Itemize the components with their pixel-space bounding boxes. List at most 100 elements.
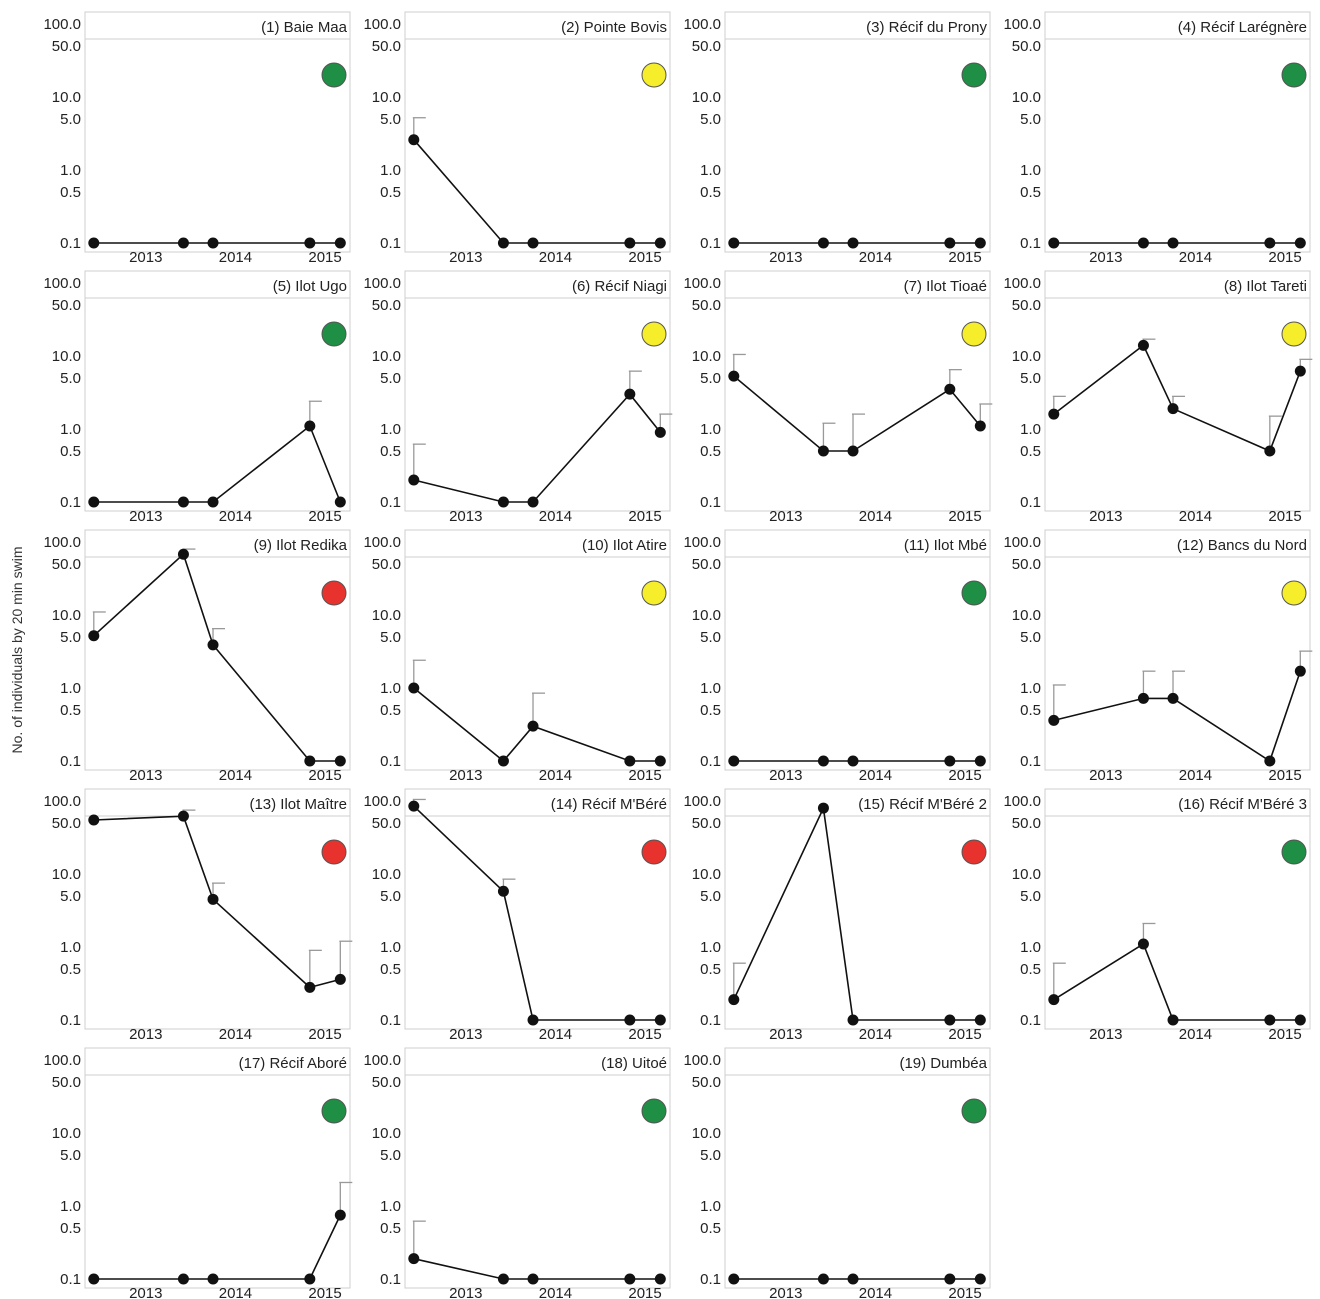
data-point — [88, 630, 100, 642]
y-tick-label: 100.0 — [1003, 16, 1041, 33]
y-tick-label: 5.0 — [700, 629, 721, 646]
data-point — [728, 1273, 740, 1285]
y-tick-label: 10.0 — [1012, 89, 1041, 106]
y-tick-label: 0.1 — [1020, 235, 1041, 252]
data-point — [1264, 1014, 1276, 1026]
data-point — [944, 383, 956, 395]
y-tick-label: 0.1 — [380, 1012, 401, 1029]
data-point — [304, 237, 316, 249]
y-tick-label: 10.0 — [1012, 607, 1041, 624]
panel: 100.0 50.0 10.0 5.0 1.0 0.5 0.1 2013 2014 2015 (5)… — [43, 270, 351, 525]
y-tick-label: 100.0 — [683, 1052, 721, 1069]
panel-frame — [404, 270, 671, 512]
x-tick-label: 2015 — [1268, 508, 1301, 525]
y-tick-label: 10.0 — [52, 348, 81, 365]
data-point — [944, 237, 956, 249]
y-tick-label: 0.5 — [700, 184, 721, 201]
panel-frame — [84, 11, 351, 253]
panel-frame — [84, 1047, 351, 1289]
data-point — [527, 496, 539, 508]
x-tick-label: 2014 — [539, 1285, 572, 1299]
data-point — [207, 496, 219, 508]
panel-title: (17) Récif Aboré — [239, 1055, 347, 1072]
panel-frame — [84, 529, 351, 771]
status-indicator — [1281, 62, 1307, 88]
status-indicator — [321, 321, 347, 347]
data-point — [408, 1253, 420, 1265]
y-tick-label: 5.0 — [700, 1147, 721, 1164]
panel: 100.0 50.0 10.0 5.0 1.0 0.5 0.1 2013 2014 2015 (13… — [43, 788, 353, 1043]
x-tick-label: 2014 — [539, 1026, 572, 1043]
panel: 100.0 50.0 10.0 5.0 1.0 0.5 0.1 2013 2014 2015 (10… — [363, 529, 671, 784]
y-tick-label: 0.5 — [700, 961, 721, 978]
y-tick-label: 0.5 — [1020, 184, 1041, 201]
x-tick-label: 2015 — [948, 1026, 981, 1043]
y-tick-label: 5.0 — [380, 370, 401, 387]
y-tick-label: 0.5 — [380, 702, 401, 719]
status-indicator — [1281, 580, 1307, 606]
y-tick-label: 100.0 — [1003, 534, 1041, 551]
data-point — [624, 237, 636, 249]
panel-frame — [404, 529, 671, 771]
x-tick-label: 2013 — [129, 508, 162, 525]
data-point — [974, 1014, 986, 1026]
panel-title: (5) Ilot Ugo — [273, 278, 347, 295]
y-tick-label: 1.0 — [380, 939, 401, 956]
y-tick-label: 100.0 — [683, 16, 721, 33]
data-point — [88, 237, 100, 249]
data-point — [624, 1014, 636, 1026]
status-indicator — [1281, 839, 1307, 865]
panel-title: (10) Ilot Atire — [582, 537, 667, 554]
data-point — [728, 755, 740, 767]
data-point — [1167, 403, 1179, 415]
data-point — [1294, 665, 1306, 677]
data-point — [304, 981, 316, 993]
y-tick-label: 0.1 — [700, 494, 721, 511]
y-tick-label: 1.0 — [380, 680, 401, 697]
data-point — [624, 755, 636, 767]
data-point — [1137, 692, 1149, 704]
panel-title: (16) Récif M'Béré 3 — [1178, 796, 1307, 813]
panel-frame — [84, 788, 351, 1030]
status-indicator — [641, 839, 667, 865]
x-tick-label: 2015 — [948, 767, 981, 784]
status-indicator — [1281, 321, 1307, 347]
x-tick-label: 2015 — [308, 249, 341, 266]
y-tick-label: 0.1 — [1020, 753, 1041, 770]
data-point — [1048, 714, 1060, 726]
x-tick-label: 2013 — [1089, 767, 1122, 784]
panel: 100.0 50.0 10.0 5.0 1.0 0.5 0.1 2013 2014 2015 (11… — [683, 529, 991, 784]
y-tick-label: 100.0 — [43, 275, 81, 292]
data-point — [847, 1014, 859, 1026]
y-tick-label: 0.1 — [1020, 1012, 1041, 1029]
panel: 100.0 50.0 10.0 5.0 1.0 0.5 0.1 2013 2014 2015 (16… — [1003, 788, 1311, 1043]
x-tick-label: 2013 — [769, 249, 802, 266]
data-point — [817, 445, 829, 457]
data-point — [847, 1273, 859, 1285]
x-tick-label: 2015 — [948, 1285, 981, 1299]
panel-title: (12) Bancs du Nord — [1177, 537, 1307, 554]
panel-title: (7) Ilot Tioaé — [904, 278, 987, 295]
data-point — [408, 474, 420, 486]
x-tick-label: 2014 — [859, 767, 892, 784]
series-line — [413, 805, 661, 1021]
y-tick-label: 0.1 — [700, 1271, 721, 1288]
y-tick-label: 10.0 — [692, 866, 721, 883]
y-tick-label: 0.5 — [700, 1220, 721, 1237]
panel: 100.0 50.0 10.0 5.0 1.0 0.5 0.1 2013 2014 2015 (8)… — [1003, 270, 1313, 525]
y-tick-label: 5.0 — [380, 888, 401, 905]
x-tick-label: 2015 — [948, 508, 981, 525]
y-tick-label: 5.0 — [1020, 111, 1041, 128]
panel: 100.0 50.0 10.0 5.0 1.0 0.5 0.1 2013 2014 2015 (2)… — [363, 11, 671, 266]
data-point — [1294, 365, 1306, 377]
panel-title: (8) Ilot Tareti — [1224, 278, 1307, 295]
y-tick-label: 0.1 — [380, 753, 401, 770]
y-tick-label: 10.0 — [692, 607, 721, 624]
data-point — [944, 1014, 956, 1026]
panel-title: (9) Ilot Redika — [254, 537, 348, 554]
y-tick-label: 10.0 — [372, 607, 401, 624]
data-point — [654, 755, 666, 767]
x-tick-label: 2015 — [628, 1026, 661, 1043]
data-point — [817, 1273, 829, 1285]
panel-frame — [1044, 11, 1311, 253]
